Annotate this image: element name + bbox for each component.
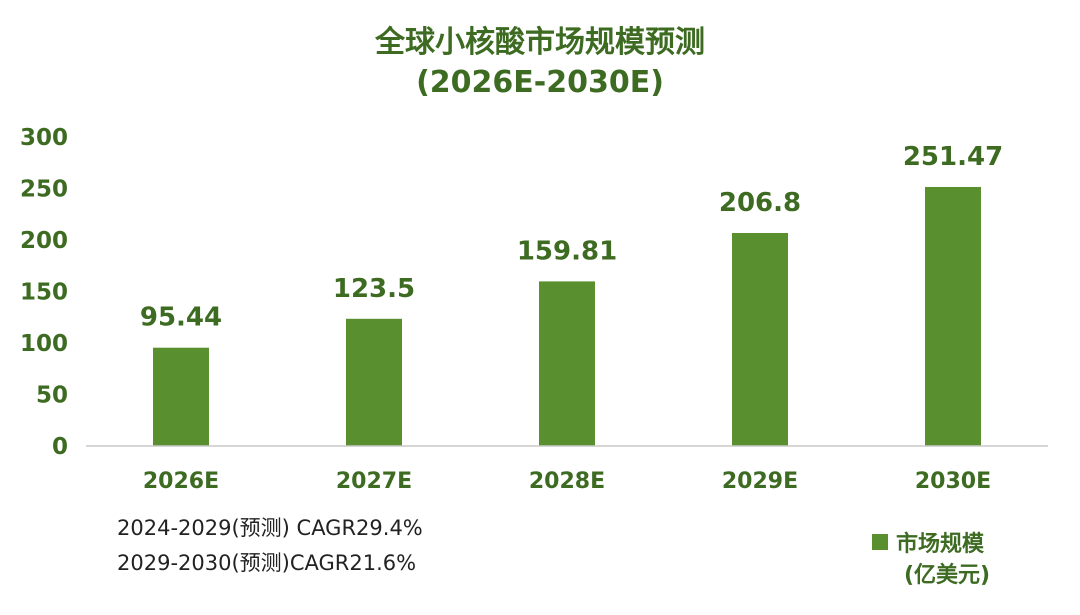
chart-title-line2: (2026E-2030E) (416, 65, 664, 100)
bar-value-label: 251.47 (903, 142, 1003, 172)
legend-label-line2: (亿美元) (904, 562, 990, 588)
x-category-label: 2027E (336, 469, 412, 494)
y-tick-label: 100 (20, 331, 68, 357)
x-category-label: 2029E (722, 469, 798, 494)
y-tick-label: 200 (20, 228, 68, 254)
chart-title-line1: 全球小核酸市场规模预测 (374, 25, 705, 60)
x-category-label: 2026E (143, 469, 219, 494)
bar-value-label: 123.5 (333, 274, 415, 304)
legend-label-line1: 市场规模 (896, 531, 985, 557)
x-category-label: 2030E (915, 469, 991, 494)
bar (153, 347, 209, 446)
y-tick-label: 0 (52, 434, 68, 460)
y-tick-label: 300 (20, 125, 68, 151)
bar-value-label: 95.44 (140, 303, 222, 333)
y-axis-ticks: 0 50 100 150 200 250 300 (20, 125, 68, 460)
bars: 95.44 123.5 159.81 206.8 251.47 (140, 142, 1003, 446)
cagr-note-1: 2024-2029(预测) CAGR29.4% (117, 516, 423, 540)
x-category-label: 2028E (529, 469, 605, 494)
cagr-note-2: 2029-2030(预测)CAGR21.6% (117, 551, 416, 575)
bar (732, 232, 788, 446)
bar (539, 281, 595, 446)
x-axis-labels: 2026E 2027E 2028E 2029E 2030E (143, 469, 991, 494)
y-tick-label: 50 (36, 383, 68, 409)
y-tick-label: 250 (20, 177, 68, 203)
y-tick-label: 150 (20, 280, 68, 306)
legend-swatch (872, 534, 888, 550)
bar-value-label: 206.8 (719, 188, 801, 218)
bar-value-label: 159.81 (517, 236, 617, 266)
bar (925, 186, 981, 446)
bar (346, 318, 402, 446)
